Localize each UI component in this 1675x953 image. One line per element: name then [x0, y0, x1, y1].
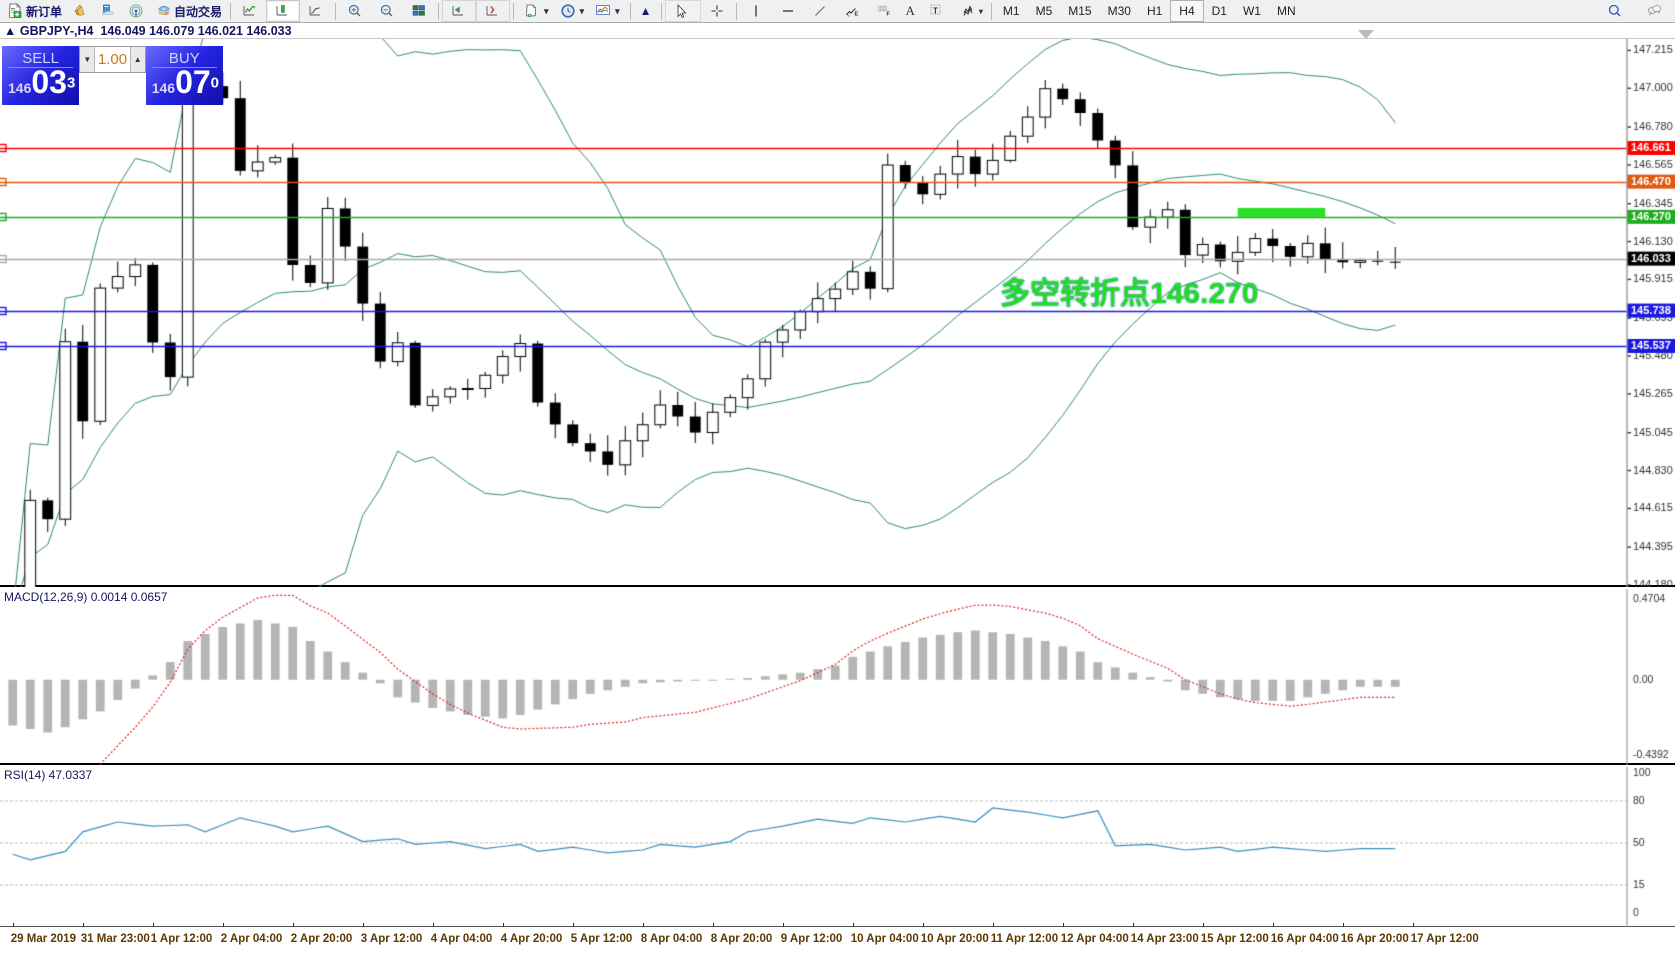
- svg-text:F: F: [886, 12, 890, 18]
- svg-text:E: E: [854, 12, 858, 18]
- svg-text:T: T: [933, 7, 938, 16]
